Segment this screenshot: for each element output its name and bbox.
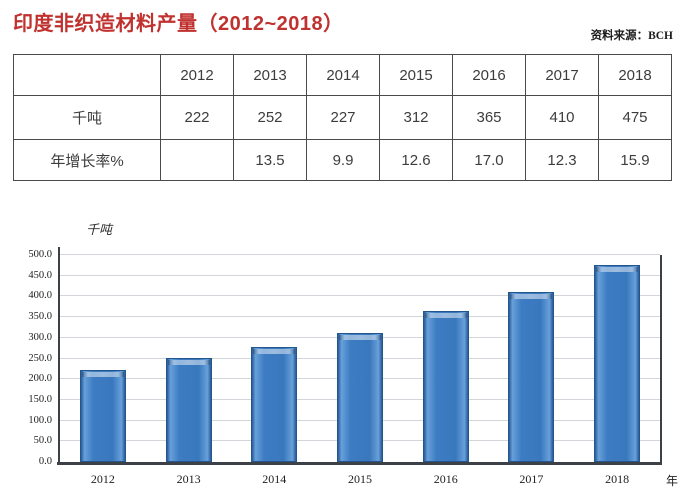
bar-top-bevel [424, 312, 467, 318]
x-axis-title: 年 [666, 474, 679, 488]
table-year-header: 2013 [233, 54, 307, 96]
x-axis-line [57, 462, 662, 465]
table-value-cell: 365 [452, 95, 526, 140]
table-value-cell: 312 [379, 95, 453, 140]
y-tick-label: 300.0 [28, 331, 52, 343]
x-axis-ticks: 2012 2013 2014 2015 2016 2017 2018 [60, 472, 660, 490]
table-value-cell: 15.9 [598, 139, 672, 181]
data-table: 2012 2013 2014 2015 2016 2017 2018 千吨 222 252 227… [13, 54, 672, 181]
bar-top-bevel [253, 348, 296, 354]
table-value-cell: 252 [233, 95, 307, 140]
gridline [60, 316, 660, 318]
bar-chart: 千吨 0.0 50.0 100.0 150.0 200.0 250.0 300.0 350.0… [0, 215, 685, 492]
bar-top-bevel [167, 359, 210, 365]
y-axis-line [58, 247, 60, 463]
y-tick-label: 350.0 [28, 311, 52, 323]
table-value-cell: 475 [598, 95, 672, 140]
y-tick-label: 200.0 [28, 373, 52, 385]
table-head: 2012 2013 2014 2015 2016 2017 2018 [13, 54, 672, 96]
y-axis-title: 千吨 [86, 222, 113, 237]
row-label: 千吨 [13, 95, 161, 140]
bar-top-bevel [596, 267, 639, 273]
plot-area [60, 254, 662, 462]
gridline [60, 295, 660, 297]
bar-2015 [337, 332, 383, 462]
x-tick-label: 2016 [433, 472, 458, 486]
table-value-cell: 17.0 [452, 139, 526, 181]
y-tick-label: 400.0 [28, 290, 52, 302]
table-year-header: 2012 [160, 54, 234, 96]
table-value-cell [160, 139, 234, 181]
table-value-cell: 13.5 [233, 139, 307, 181]
table-row: 年增长率% 13.5 9.9 12.6 17.0 12.3 15.9 [13, 139, 672, 181]
y-tick-label: 100.0 [28, 414, 52, 426]
table-value-cell: 410 [525, 95, 599, 140]
source-note: 资料来源：BCH [590, 30, 673, 42]
x-tick-label: 2015 [348, 472, 372, 486]
table-value-cell: 227 [306, 95, 380, 140]
y-axis-ticks: 0.0 50.0 100.0 150.0 200.0 250.0 300.0 350.0 400… [0, 249, 52, 467]
table-body: 千吨 222 252 227 312 365 410 475 年增长率% 13.5 9.9 12.6 1… [13, 95, 672, 181]
table-year-header: 2016 [452, 54, 526, 96]
table-value-cell: 222 [160, 95, 234, 140]
table-year-header: 2015 [379, 54, 453, 96]
y-tick-label: 150.0 [28, 393, 52, 405]
x-tick-label: 2012 [90, 472, 115, 486]
bar-2014 [251, 346, 298, 462]
table-value-cell: 12.6 [379, 139, 453, 181]
table-row: 千吨 222 252 227 312 365 410 475 [13, 95, 672, 140]
bar-2013 [165, 357, 212, 462]
table-value-cell: 12.3 [525, 139, 599, 181]
bar-top-bevel [510, 294, 553, 300]
x-tick-label: 2018 [605, 472, 630, 486]
table-year-header: 2017 [525, 54, 599, 96]
table-header-row: 2012 2013 2014 2015 2016 2017 2018 [13, 54, 672, 96]
row-label: 年增长率% [13, 139, 161, 181]
x-tick-label: 2013 [176, 472, 201, 486]
bar-2017 [508, 292, 555, 462]
x-tick-label: 2017 [519, 472, 544, 486]
y-tick-label: 50.0 [33, 435, 52, 447]
y-tick-label: 0.0 [38, 456, 52, 467]
table-corner-cell [13, 54, 161, 96]
table-year-header: 2014 [306, 54, 380, 96]
y-tick-label: 250.0 [28, 352, 52, 364]
bar-2018 [594, 265, 641, 462]
bar-top-bevel [339, 334, 381, 340]
bar-2012 [79, 370, 126, 462]
bar-2016 [422, 310, 469, 462]
gridline [60, 254, 660, 255]
table-value-cell: 9.9 [306, 139, 380, 181]
y-tick-label: 450.0 [28, 269, 52, 281]
y-tick-label: 500.0 [28, 249, 52, 260]
gridline [60, 274, 660, 276]
x-tick-label: 2014 [262, 472, 287, 486]
page-title: 印度非织造材料产量（2012~2018） [13, 13, 344, 35]
bar-top-bevel [81, 372, 124, 378]
table-year-header: 2018 [598, 54, 672, 96]
